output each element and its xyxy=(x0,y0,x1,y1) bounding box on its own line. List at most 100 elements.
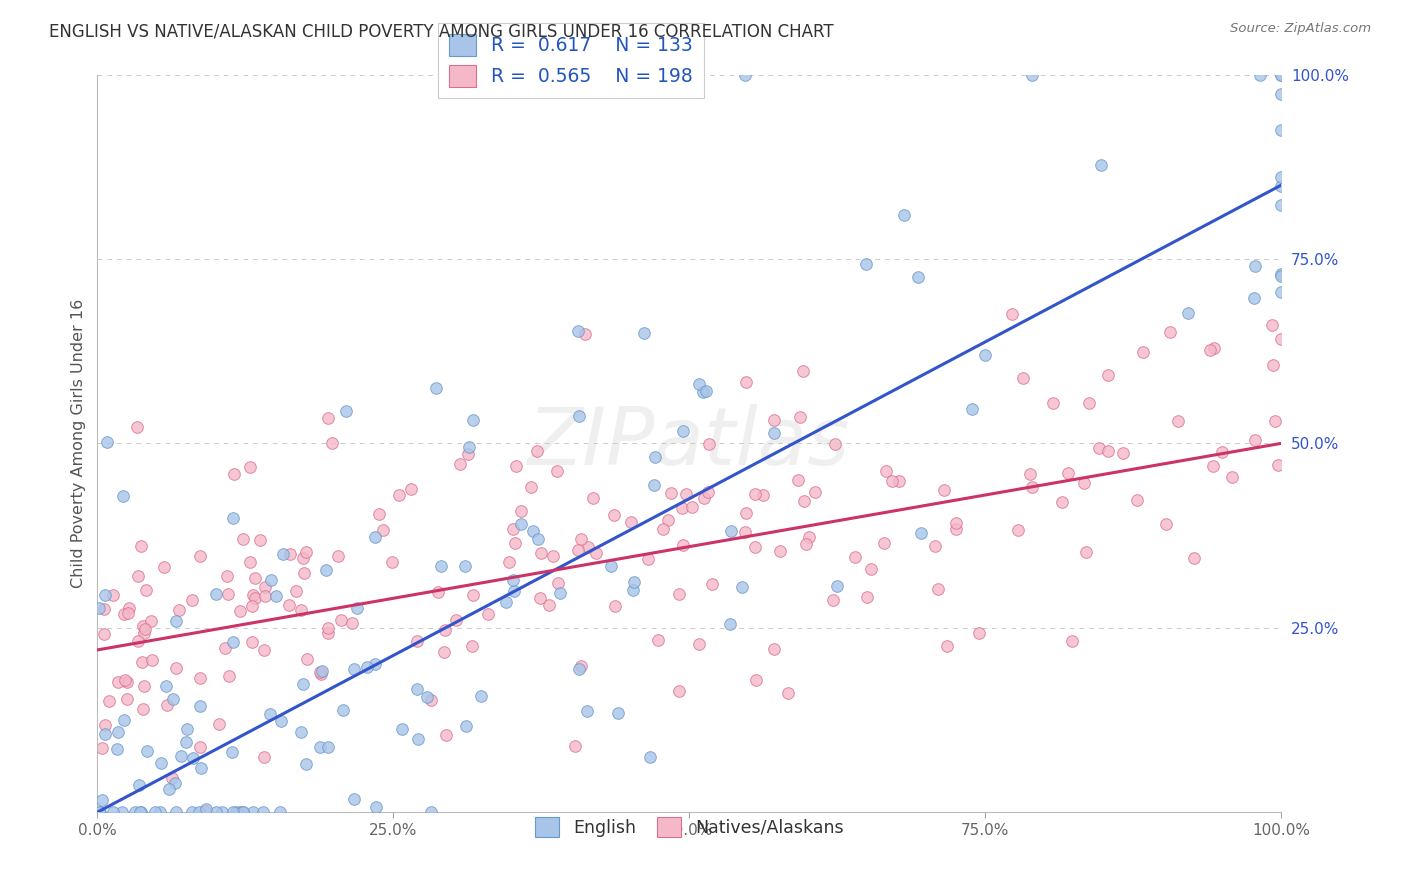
Point xyxy=(222,635,245,649)
Point xyxy=(603,599,626,614)
Point xyxy=(824,437,846,451)
Point xyxy=(734,524,756,539)
Point xyxy=(1076,545,1098,559)
Point xyxy=(434,728,457,742)
Point xyxy=(652,522,675,536)
Point xyxy=(141,615,163,629)
Point xyxy=(321,436,343,450)
Point xyxy=(620,515,643,529)
Point xyxy=(105,742,128,756)
Point xyxy=(582,491,605,506)
Point xyxy=(278,547,301,561)
Point xyxy=(529,591,551,606)
Point xyxy=(91,792,114,806)
Point xyxy=(249,533,271,547)
Point xyxy=(107,674,129,689)
Point xyxy=(1021,480,1043,494)
Point xyxy=(1270,285,1292,300)
Point xyxy=(1270,170,1292,185)
Point xyxy=(522,524,544,538)
Point xyxy=(101,805,124,820)
Point xyxy=(118,601,141,615)
Point xyxy=(87,805,110,820)
Point xyxy=(170,749,193,764)
Point xyxy=(1261,318,1284,332)
Point xyxy=(907,269,929,284)
Point xyxy=(165,661,187,675)
Point xyxy=(569,532,592,546)
Point xyxy=(659,485,682,500)
Point xyxy=(855,257,877,271)
Point xyxy=(419,805,441,820)
Point xyxy=(936,640,959,654)
Point xyxy=(153,560,176,574)
Point xyxy=(453,558,475,573)
Point xyxy=(316,621,339,635)
Point xyxy=(498,555,520,569)
Point xyxy=(260,574,283,588)
Point xyxy=(433,623,456,637)
Point xyxy=(214,641,236,656)
Point xyxy=(149,805,172,820)
Point xyxy=(238,459,260,474)
Point xyxy=(343,662,366,676)
Point xyxy=(547,575,569,590)
Point xyxy=(575,704,598,718)
Point xyxy=(1270,68,1292,82)
Point xyxy=(461,412,484,426)
Point xyxy=(657,513,679,527)
Point xyxy=(567,324,589,338)
Point xyxy=(129,805,152,820)
Point xyxy=(135,582,157,597)
Point xyxy=(872,536,894,550)
Point xyxy=(688,377,710,392)
Point xyxy=(364,800,387,814)
Point xyxy=(270,714,292,728)
Point xyxy=(165,775,187,789)
Point xyxy=(204,805,226,820)
Point xyxy=(222,511,245,525)
Point xyxy=(699,436,721,450)
Point xyxy=(692,385,714,400)
Point xyxy=(231,533,253,547)
Point xyxy=(406,682,429,697)
Point xyxy=(967,625,990,640)
Point xyxy=(1060,633,1083,648)
Point xyxy=(111,805,134,820)
Point xyxy=(1177,306,1199,320)
Point xyxy=(253,642,276,657)
Point xyxy=(381,555,404,569)
Point xyxy=(1073,475,1095,490)
Point xyxy=(633,326,655,341)
Point xyxy=(672,538,695,552)
Point xyxy=(188,549,211,564)
Point xyxy=(242,588,264,602)
Point xyxy=(96,434,118,449)
Point xyxy=(290,725,312,739)
Point xyxy=(290,603,312,617)
Point xyxy=(297,651,319,665)
Point xyxy=(510,503,533,517)
Point xyxy=(510,517,533,532)
Point xyxy=(243,571,266,585)
Point xyxy=(449,457,471,471)
Point xyxy=(945,516,967,531)
Point xyxy=(538,598,561,612)
Point xyxy=(696,484,718,499)
Point xyxy=(340,615,363,630)
Point xyxy=(960,401,983,416)
Point xyxy=(391,723,413,737)
Point xyxy=(134,680,156,694)
Point xyxy=(194,805,217,819)
Point xyxy=(211,805,233,820)
Point xyxy=(695,384,717,399)
Point xyxy=(745,673,768,687)
Point xyxy=(128,569,150,583)
Point xyxy=(1270,198,1292,212)
Point xyxy=(93,602,115,616)
Point xyxy=(803,485,825,500)
Point xyxy=(181,592,204,607)
Point xyxy=(672,424,695,438)
Point xyxy=(240,635,263,649)
Point xyxy=(240,599,263,613)
